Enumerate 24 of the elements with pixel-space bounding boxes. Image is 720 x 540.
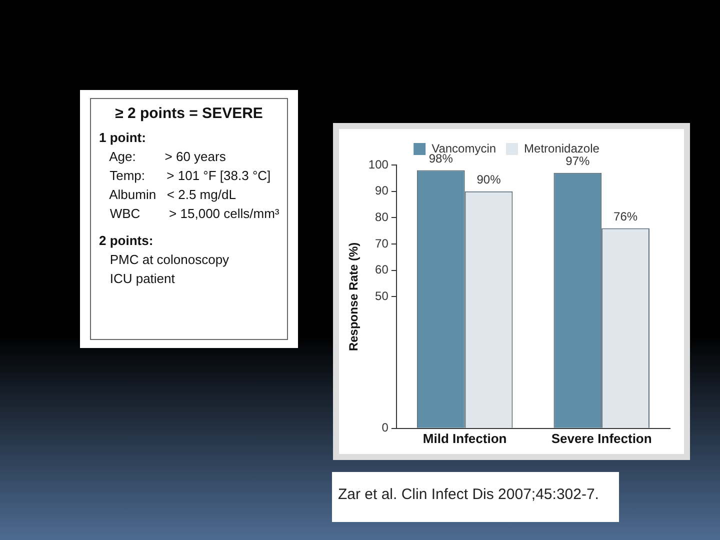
text: WBC > 15,000 cells/mm³ bbox=[108, 205, 280, 223]
y-tick-label: 100 bbox=[368, 157, 389, 172]
x-tick-label: Severe Infection bbox=[551, 430, 652, 446]
text: ICU patient bbox=[108, 270, 176, 288]
legend-label: Metronidazole bbox=[524, 141, 600, 156]
text: Albumin < 2.5 mg/dL bbox=[108, 186, 237, 204]
text: ≥ 2 points = SEVERE bbox=[114, 105, 264, 122]
text: PMC at colonoscopy bbox=[108, 251, 230, 269]
y-tick-label: 60 bbox=[375, 262, 389, 277]
text: Zar et al. Clin Infect Dis 2007;45:302-7. bbox=[332, 472, 619, 522]
y-tick-label: 80 bbox=[375, 210, 389, 224]
x-tick-label: Mild Infection bbox=[422, 430, 507, 446]
y-tick-label: 0 bbox=[382, 420, 389, 435]
text: Temp: > 101 °F [38.3 °C] bbox=[108, 167, 272, 185]
y-tick-label: 70 bbox=[375, 236, 389, 250]
text: 2 points: bbox=[99, 232, 154, 250]
y-axis-title: Response Rate (%) bbox=[346, 242, 361, 352]
data-label: 90% bbox=[476, 172, 502, 187]
text: 1 point: bbox=[99, 129, 147, 147]
text: Age: > 60 years bbox=[108, 148, 227, 166]
data-label: 76% bbox=[614, 210, 638, 224]
y-tick-label: 90 bbox=[375, 184, 389, 198]
y-tick-label: 50 bbox=[375, 289, 389, 304]
data-label: 97% bbox=[566, 154, 590, 168]
